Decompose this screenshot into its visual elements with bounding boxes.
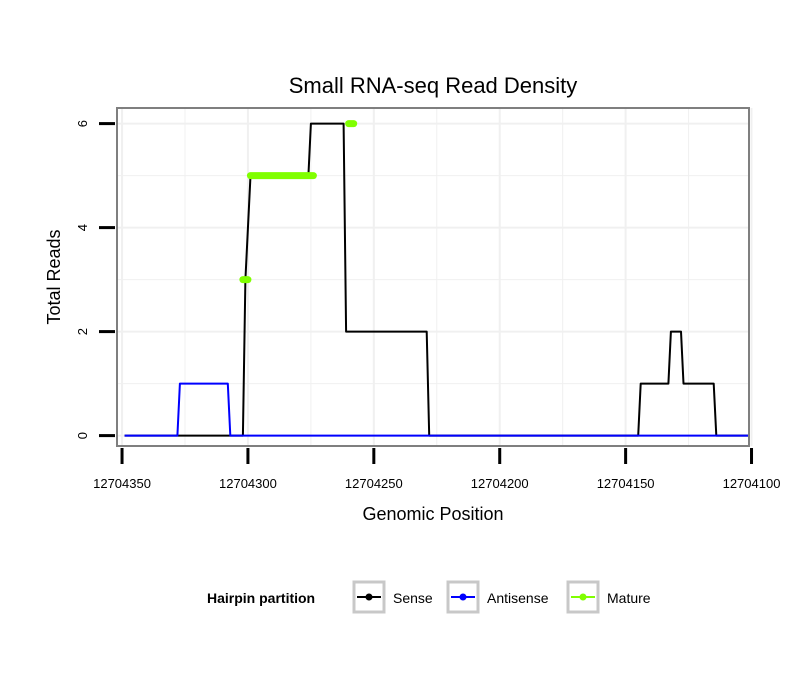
y-axis-label: Total Reads <box>44 229 64 324</box>
legend: Hairpin partition Sense Antisense Mature <box>207 580 651 614</box>
plot-border <box>116 107 750 447</box>
y-tick-label: 2 <box>75 328 90 335</box>
y-axis: 0 2 4 6 <box>75 120 115 439</box>
x-tick-label: 12704350 <box>93 476 151 491</box>
x-axis-label: Genomic Position <box>362 504 503 524</box>
plot-panel <box>117 108 749 446</box>
y-tick-label: 4 <box>75 224 90 231</box>
x-tick-label: 12704100 <box>723 476 781 491</box>
legend-item-antisense: Antisense <box>446 580 549 614</box>
x-tick-label: 12704200 <box>471 476 529 491</box>
series-layer <box>124 120 749 437</box>
legend-dot-antisense <box>459 593 467 601</box>
legend-label-antisense: Antisense <box>487 590 549 606</box>
legend-dot-sense <box>365 593 373 601</box>
x-tick-label: 12704300 <box>219 476 277 491</box>
x-tick-label: 12704150 <box>597 476 655 491</box>
y-tick-label: 6 <box>75 120 90 127</box>
legend-item-sense: Sense <box>352 580 433 614</box>
chart-title: Small RNA-seq Read Density <box>289 73 578 98</box>
legend-label-mature: Mature <box>607 590 651 606</box>
y-tick-label: 0 <box>75 432 90 439</box>
legend-label-sense: Sense <box>393 590 433 606</box>
series-antisense-line <box>124 382 749 437</box>
legend-title: Hairpin partition <box>207 590 315 606</box>
legend-item-mature: Mature <box>566 580 651 614</box>
legend-dot-mature <box>579 593 587 601</box>
x-axis: 12704350 12704300 12704250 12704200 12704150… <box>93 448 780 491</box>
x-tick-label: 12704250 <box>345 476 403 491</box>
